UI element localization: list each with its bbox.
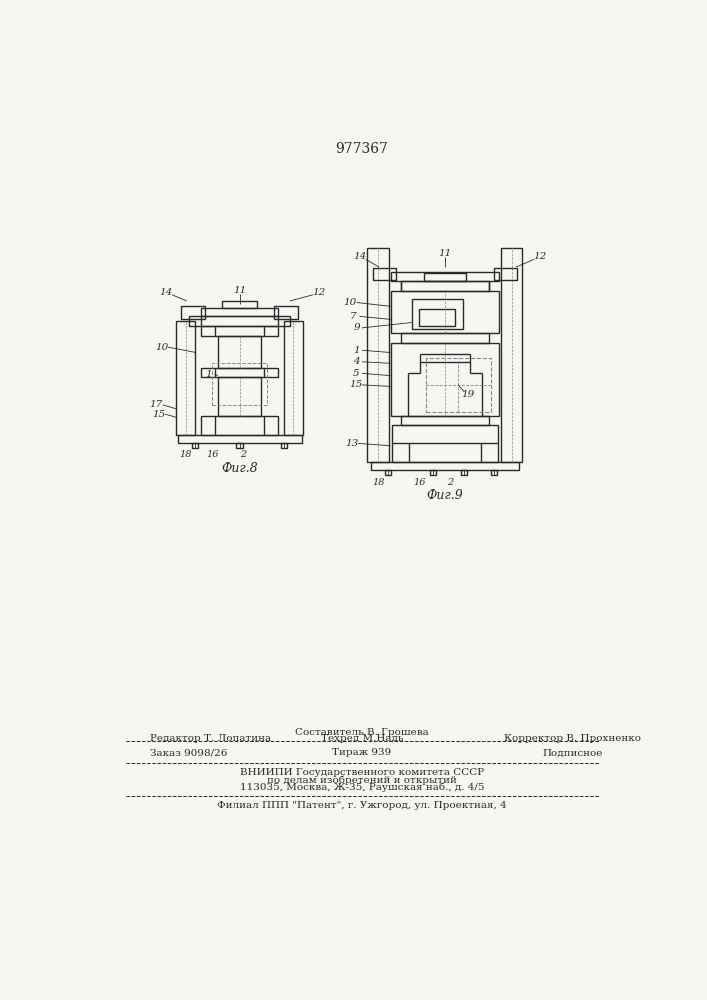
Text: 12: 12 xyxy=(312,288,325,297)
Bar xyxy=(401,281,489,291)
Bar xyxy=(419,309,455,326)
Text: 4: 4 xyxy=(354,357,360,366)
Bar xyxy=(201,416,279,435)
Text: Техред М.Надь: Техред М.Надь xyxy=(321,734,403,743)
Text: 7: 7 xyxy=(350,312,357,321)
Bar xyxy=(426,358,491,412)
Bar xyxy=(430,470,436,475)
Text: 16: 16 xyxy=(413,478,426,487)
Text: 15: 15 xyxy=(349,380,363,389)
Bar xyxy=(201,326,279,336)
Text: 977367: 977367 xyxy=(336,142,388,156)
Bar xyxy=(218,377,261,416)
Bar xyxy=(493,268,517,280)
Text: 18: 18 xyxy=(373,478,385,487)
Text: Фиг.9: Фиг.9 xyxy=(426,489,463,502)
Text: Корректор В. Прохненко: Корректор В. Прохненко xyxy=(504,734,641,743)
Text: 12: 12 xyxy=(534,252,547,261)
Bar xyxy=(281,443,287,448)
Bar xyxy=(501,248,522,462)
Text: Филиал ППП "Патент", г. Ужгород, ул. Проектная, 4: Филиал ППП "Патент", г. Ужгород, ул. Про… xyxy=(217,801,507,810)
Bar xyxy=(223,301,257,308)
Text: Заказ 9098/26: Заказ 9098/26 xyxy=(151,748,228,757)
Bar xyxy=(177,435,301,443)
Bar xyxy=(201,308,279,316)
Bar xyxy=(192,443,199,448)
Text: 1: 1 xyxy=(205,370,212,379)
Text: 14: 14 xyxy=(353,252,366,261)
Text: по делам изобретений и открытий: по делам изобретений и открытий xyxy=(267,775,457,785)
Text: Тираж 939: Тираж 939 xyxy=(332,748,392,757)
Bar xyxy=(274,306,298,319)
Text: 11: 11 xyxy=(233,286,246,295)
Text: 13: 13 xyxy=(345,439,358,448)
Text: Фиг.8: Фиг.8 xyxy=(221,462,258,475)
Text: 17: 17 xyxy=(149,400,163,409)
Bar xyxy=(385,470,392,475)
Bar xyxy=(461,470,467,475)
Bar xyxy=(189,316,290,326)
Bar xyxy=(201,368,279,377)
Bar xyxy=(391,343,499,416)
Text: 14: 14 xyxy=(159,288,173,297)
Bar xyxy=(401,333,489,343)
Text: 10: 10 xyxy=(343,298,356,307)
Bar xyxy=(392,425,498,462)
Bar xyxy=(373,268,396,280)
Text: Подписное: Подписное xyxy=(542,748,603,757)
Bar xyxy=(176,321,195,435)
Text: 113035, Москва, Ж-35, Раушская наб., д. 4/5: 113035, Москва, Ж-35, Раушская наб., д. … xyxy=(240,783,484,792)
Text: 2: 2 xyxy=(447,478,453,487)
Bar xyxy=(491,470,497,475)
Text: ВНИИПИ Государственного комитета СССР: ВНИИПИ Государственного комитета СССР xyxy=(240,768,484,777)
Text: 2: 2 xyxy=(240,450,247,459)
Text: 1: 1 xyxy=(354,346,360,355)
Bar xyxy=(236,443,243,448)
Text: 16: 16 xyxy=(206,450,218,459)
Bar xyxy=(180,306,206,319)
Text: Составитель В. Грошева: Составитель В. Грошева xyxy=(295,728,429,737)
Text: 15: 15 xyxy=(152,410,165,419)
Text: 18: 18 xyxy=(179,450,192,459)
Bar xyxy=(371,462,518,470)
Bar xyxy=(391,272,499,281)
Bar xyxy=(411,299,462,329)
Bar xyxy=(391,291,499,333)
Bar xyxy=(284,321,303,435)
Text: 10: 10 xyxy=(156,343,169,352)
Bar xyxy=(218,336,261,368)
Text: 9: 9 xyxy=(354,323,360,332)
Bar xyxy=(212,363,267,405)
Bar xyxy=(368,248,389,462)
Text: 11: 11 xyxy=(438,249,452,258)
Text: Редактор Т. Лопатина: Редактор Т. Лопатина xyxy=(151,734,271,743)
Text: 5: 5 xyxy=(354,369,360,378)
Text: 19: 19 xyxy=(462,390,474,399)
Bar xyxy=(401,416,489,425)
Bar xyxy=(424,273,466,281)
